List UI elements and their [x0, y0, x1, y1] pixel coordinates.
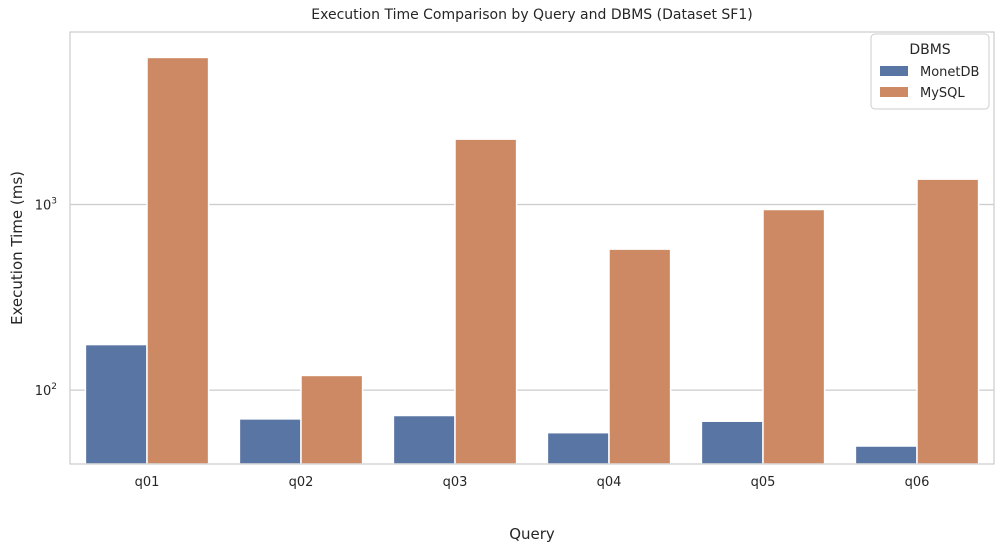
x-tick-label: q06	[905, 475, 930, 490]
legend-swatch-monetdb	[880, 66, 908, 76]
bar-mysql-q06	[916, 178, 980, 465]
y-tick-label: 102	[35, 382, 57, 399]
legend: DBMS MonetDB MySQL	[870, 33, 990, 110]
y-tick-label: 103	[35, 197, 57, 214]
bar-monetdb-q01	[84, 343, 148, 465]
y-tick-base: 10	[35, 199, 52, 214]
x-axis-label: Query	[509, 525, 555, 543]
chart-title: Execution Time Comparison by Query and D…	[311, 7, 752, 23]
bar-mysql-q02	[300, 374, 364, 465]
bar-monetdb-q06	[854, 445, 918, 465]
plot-frame	[69, 31, 995, 465]
x-tick-label: q05	[751, 475, 776, 490]
y-axis-label: Execution Time (ms)	[8, 171, 26, 325]
bar-monetdb-q02	[238, 418, 302, 465]
y-tick-exponent: 2	[51, 382, 57, 392]
x-tick-label: q04	[597, 475, 622, 490]
x-tick-label: q01	[135, 475, 160, 490]
legend-title: DBMS	[909, 42, 950, 58]
legend-label-mysql: MySQL	[920, 86, 965, 101]
bar-mysql-q05	[762, 208, 826, 465]
bar-mysql-q04	[608, 248, 672, 465]
x-tick-label: q02	[289, 475, 314, 490]
bar-monetdb-q04	[546, 431, 610, 465]
bar-monetdb-q05	[700, 420, 764, 465]
x-tick-label: q03	[443, 475, 468, 490]
bar-mysql-q03	[454, 138, 518, 465]
bar-mysql-q01	[146, 56, 210, 465]
bar-monetdb-q03	[392, 414, 456, 465]
y-tick-base: 10	[35, 384, 52, 399]
y-tick-exponent: 3	[51, 197, 57, 207]
gridlines	[70, 203, 994, 391]
bars	[84, 56, 980, 465]
legend-label-monetdb: MonetDB	[920, 65, 979, 80]
x-tick-labels: q01 q02 q03 q04 q05 q06	[135, 475, 930, 490]
legend-swatch-mysql	[880, 87, 908, 97]
